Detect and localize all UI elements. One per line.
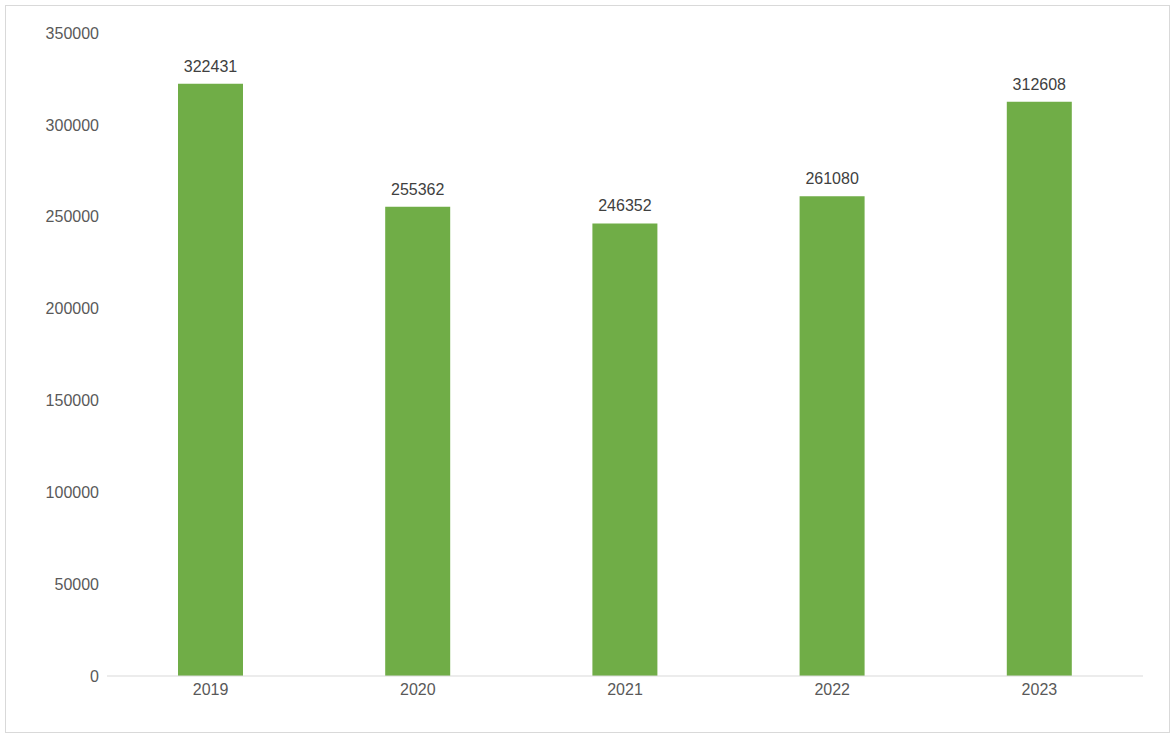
svg-text:350000: 350000 (46, 25, 99, 42)
svg-text:2020: 2020 (400, 681, 436, 698)
svg-text:150000: 150000 (46, 392, 99, 409)
svg-text:2019: 2019 (193, 681, 229, 698)
svg-text:0: 0 (90, 668, 99, 685)
svg-text:250000: 250000 (46, 208, 99, 225)
svg-text:2022: 2022 (814, 681, 850, 698)
svg-text:200000: 200000 (46, 300, 99, 317)
svg-text:2021: 2021 (607, 681, 643, 698)
svg-text:50000: 50000 (55, 576, 100, 593)
svg-text:322431: 322431 (184, 58, 237, 75)
svg-text:100000: 100000 (46, 484, 99, 501)
svg-text:255362: 255362 (391, 181, 444, 198)
svg-text:246352: 246352 (598, 197, 651, 214)
svg-text:312608: 312608 (1013, 76, 1066, 93)
svg-text:261080: 261080 (805, 170, 858, 187)
svg-text:300000: 300000 (46, 117, 99, 134)
svg-text:2023: 2023 (1022, 681, 1058, 698)
